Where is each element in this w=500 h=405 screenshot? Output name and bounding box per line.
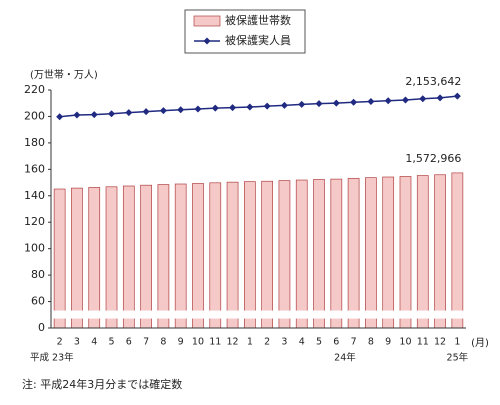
line-marker <box>229 104 237 112</box>
x-tick-label: 5 <box>316 337 322 348</box>
x-tick-label: 6 <box>126 337 132 348</box>
x-tick-label: 7 <box>351 337 357 348</box>
y-tick-label: 100 <box>24 242 45 255</box>
x-tick-label: 11 <box>209 337 221 348</box>
bar <box>209 182 222 329</box>
x-group-label: 平成 23年 <box>30 352 74 364</box>
line-marker <box>384 97 392 105</box>
x-tick-label: 4 <box>299 337 305 348</box>
line-marker <box>246 103 254 111</box>
line-marker <box>159 107 167 115</box>
x-tick-label: 9 <box>385 337 391 348</box>
bar <box>192 183 204 329</box>
line-marker <box>315 100 323 108</box>
legend-label: 被保護実人員 <box>225 33 291 47</box>
legend-swatch <box>193 15 221 27</box>
line-marker <box>350 98 358 106</box>
line-marker <box>73 111 81 119</box>
x-tick-label: 4 <box>91 337 97 348</box>
bar <box>105 186 118 329</box>
y-tick-label: 140 <box>24 189 45 202</box>
bar <box>71 187 83 329</box>
line-marker <box>401 96 409 104</box>
x-tick-label: 8 <box>368 337 374 348</box>
y-tick-label: 160 <box>24 162 45 175</box>
x-tick-label: 2 <box>57 337 63 348</box>
x-tick-label: 5 <box>108 337 114 348</box>
line-marker <box>367 98 375 106</box>
line-marker <box>453 92 461 100</box>
line-marker <box>177 106 185 114</box>
line-marker <box>90 111 98 119</box>
x-tick-label: 12 <box>434 337 446 348</box>
bar <box>88 187 101 329</box>
x-tick-label: 12 <box>227 337 239 348</box>
y-tick-label: 220 <box>24 83 45 96</box>
bar <box>434 174 446 329</box>
line-value-label: 2,153,642 <box>405 75 461 88</box>
line-marker <box>263 102 271 110</box>
x-tick-label: 2 <box>264 337 270 348</box>
x-tick-label: 1 <box>454 337 460 348</box>
bar <box>295 179 308 329</box>
line-marker <box>211 104 219 112</box>
note: 注: 平成24年3月分までは確定数 <box>22 377 182 391</box>
bar <box>226 181 239 329</box>
bar <box>261 180 273 329</box>
x-group-label: 25年 <box>447 352 469 364</box>
y-tick-label: 120 <box>24 215 45 228</box>
bar-value-label: 1,572,966 <box>405 152 461 165</box>
bar <box>157 184 170 329</box>
line-marker <box>298 100 306 108</box>
line-marker <box>142 108 150 116</box>
bar <box>451 172 464 329</box>
bar <box>53 188 66 329</box>
bar <box>278 180 291 329</box>
bar <box>244 181 256 329</box>
x-tick-label: 10 <box>399 337 411 348</box>
axis-break <box>52 310 467 319</box>
line-marker <box>108 110 116 118</box>
x-tick-label: 3 <box>74 337 80 348</box>
bar <box>399 176 412 329</box>
x-tick-label: 6 <box>333 337 339 348</box>
y-tick-label: 0 <box>38 321 45 334</box>
y-tick-label: 80 <box>31 268 45 281</box>
line <box>59 95 458 118</box>
bar <box>416 175 429 329</box>
x-tick-label: 7 <box>143 337 149 348</box>
x-tick-label: 9 <box>178 337 184 348</box>
y-tick-label: 60 <box>31 295 45 308</box>
bar <box>382 176 395 329</box>
bar <box>330 178 343 329</box>
line-marker <box>332 99 340 107</box>
bar <box>140 184 152 329</box>
line-marker <box>56 113 64 121</box>
x-group-label: 24年 <box>334 352 356 364</box>
bar <box>174 183 187 329</box>
x-tick-label: 1 <box>247 337 253 348</box>
x-tick-label: 10 <box>192 337 204 348</box>
line-marker <box>436 94 444 102</box>
bar <box>365 177 377 329</box>
line-marker <box>194 105 202 113</box>
legend-label: 被保護世帯数 <box>225 13 291 27</box>
x-tick-label: 11 <box>417 337 429 348</box>
line-marker <box>419 95 427 103</box>
y-tick-label: 200 <box>24 109 45 122</box>
bar <box>122 185 135 329</box>
bar <box>313 179 325 329</box>
x-unit: (月) <box>471 337 489 349</box>
x-tick-label: 3 <box>281 337 287 348</box>
line-marker <box>280 101 288 109</box>
y-unit: (万世帯・万人) <box>30 68 98 81</box>
x-tick-label: 8 <box>160 337 166 348</box>
y-tick-label: 180 <box>24 136 45 149</box>
bar <box>347 177 360 329</box>
line-marker <box>125 109 133 117</box>
legend-marker <box>203 37 211 45</box>
